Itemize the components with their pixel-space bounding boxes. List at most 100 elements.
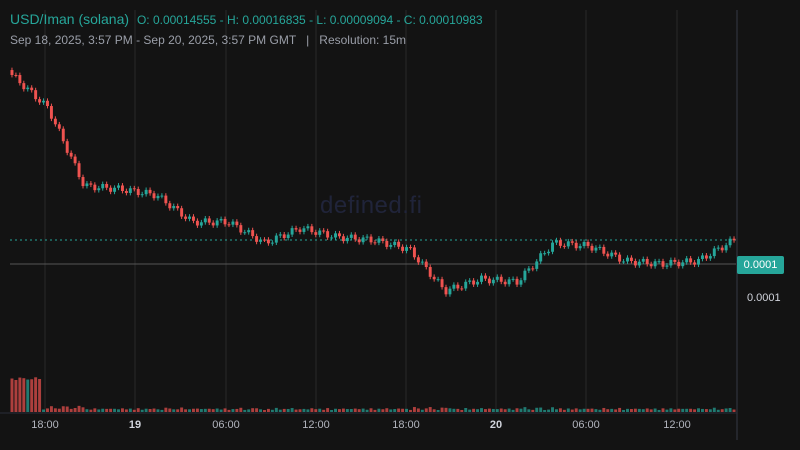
volume-bar — [310, 408, 314, 412]
volume-bar — [712, 407, 716, 412]
candle-body — [164, 195, 168, 204]
candle-body — [618, 254, 622, 262]
separator: | — [306, 33, 310, 47]
volume-bar — [290, 408, 294, 412]
volume-bar — [211, 409, 215, 412]
candle-body — [172, 205, 176, 209]
candle-body — [243, 232, 247, 234]
candle-body — [93, 184, 97, 191]
candle-body — [555, 240, 558, 243]
volume-bar — [480, 408, 483, 412]
volume-bar — [511, 409, 515, 412]
chart-header: USD/Iman (solana) O: 0.00014555 - H: 0.0… — [10, 11, 483, 27]
volume-bar — [353, 408, 357, 412]
volume-bar — [491, 408, 495, 412]
candle-body — [30, 87, 34, 91]
volume-bar — [30, 379, 34, 412]
volume-bar — [523, 407, 527, 412]
volume-bar — [65, 406, 69, 412]
candle-body — [211, 222, 215, 226]
volume-bar — [539, 407, 543, 412]
candle-body — [227, 224, 231, 226]
candle-body — [472, 280, 476, 285]
candle-body — [38, 99, 42, 103]
candle-body — [266, 239, 270, 244]
candle-body — [282, 234, 286, 239]
volume-bar — [724, 408, 728, 412]
volume-bar — [109, 408, 113, 412]
volume-bar — [330, 409, 334, 412]
volume-bar — [251, 408, 255, 412]
volume-bar — [716, 409, 720, 412]
volume-bar — [397, 408, 401, 412]
candle-body — [452, 284, 456, 289]
candle-body — [416, 257, 420, 263]
volume-bar — [160, 409, 164, 412]
volume-bar — [401, 408, 405, 412]
candle-body — [460, 288, 464, 290]
candle-body — [645, 258, 649, 265]
candle-body — [341, 236, 345, 242]
volume-bar — [231, 409, 235, 412]
volume-bar — [286, 408, 290, 412]
volume-bar — [602, 407, 606, 412]
volume-bar — [263, 409, 266, 412]
volume-bar — [412, 407, 416, 412]
candle-body — [515, 278, 519, 285]
volume-bar — [409, 409, 412, 412]
volume-bar — [93, 408, 97, 412]
candle-body — [42, 100, 46, 103]
volume-bar — [452, 408, 456, 412]
candle-body — [231, 221, 235, 225]
volume-bar — [97, 409, 101, 412]
volume-bar — [199, 409, 203, 412]
candle-body — [661, 261, 665, 267]
volume-bar — [633, 408, 637, 412]
volume-bar — [18, 377, 22, 412]
candle-body — [77, 163, 81, 178]
volume-bar — [168, 408, 172, 412]
candle-body — [503, 281, 507, 285]
candle-body — [61, 128, 65, 142]
candle-body — [412, 247, 416, 258]
volume-bar — [207, 408, 211, 412]
volume-bar — [239, 407, 243, 412]
volume-bar — [349, 409, 353, 412]
candle-body — [353, 234, 357, 240]
volume-bar — [456, 408, 460, 412]
volume-bar — [476, 409, 480, 412]
candle-body — [101, 183, 105, 189]
candle-body — [18, 75, 22, 84]
volume-bar — [235, 408, 239, 412]
volume-bar — [124, 409, 128, 412]
volume-bar — [341, 408, 345, 412]
candle-body — [681, 262, 685, 267]
ohlc-readout: O: 0.00014555 - H: 0.00016835 - L: 0.000… — [136, 13, 483, 27]
volume-bar — [531, 409, 535, 412]
candle-body — [81, 177, 85, 187]
candle-body — [480, 275, 483, 282]
candle-body — [669, 259, 673, 266]
volume-bar — [574, 408, 578, 412]
volume-bar — [566, 408, 570, 412]
candle-body — [34, 90, 38, 100]
volume-bar — [641, 409, 645, 412]
volume-bar — [515, 408, 519, 412]
candle-body — [428, 267, 432, 277]
candle-body — [290, 228, 294, 235]
volume-bar — [176, 409, 180, 412]
candle-body — [653, 261, 657, 267]
candle-body — [523, 270, 527, 281]
candle-body — [507, 279, 511, 285]
candle-body — [73, 156, 77, 164]
candle-body — [128, 188, 132, 193]
candle-body — [409, 247, 412, 249]
candle-body — [436, 279, 440, 281]
volume-bar — [543, 409, 547, 412]
time-tick-label: 18:00 — [392, 419, 420, 431]
volume-bar — [243, 409, 247, 412]
volume-bar — [180, 407, 184, 412]
candle-body — [629, 257, 633, 261]
candle-body — [558, 240, 562, 246]
